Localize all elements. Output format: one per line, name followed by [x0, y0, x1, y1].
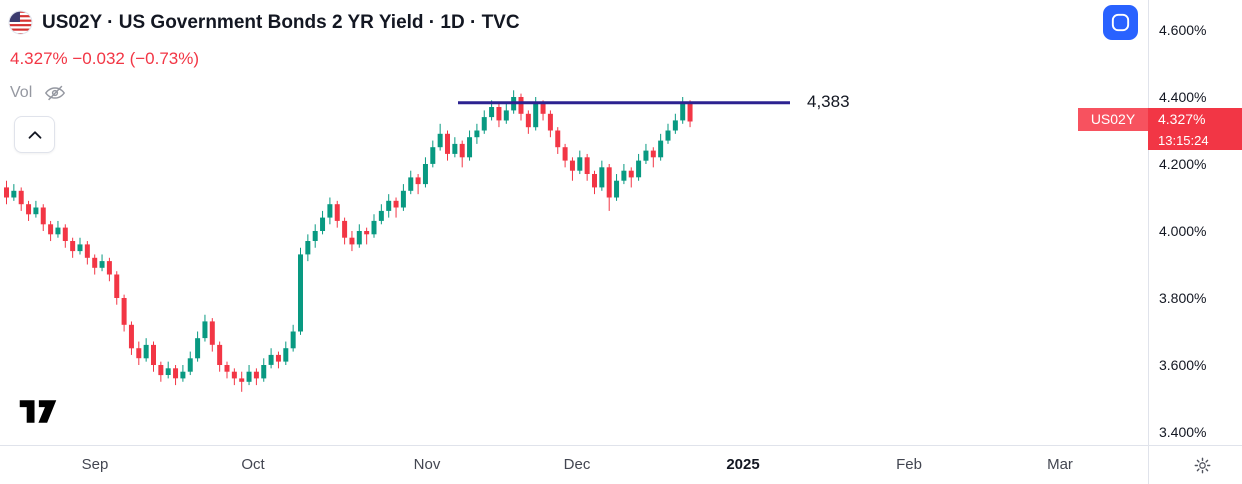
symbol-legend[interactable]: US02Y · US Government Bonds 2 YR Yield ·…	[8, 10, 520, 35]
price-tick: 4.200%	[1159, 156, 1207, 172]
last-price-badge: US02Y 4.327% 13:15:24	[1078, 108, 1242, 151]
badge-symbol: US02Y	[1078, 108, 1148, 132]
gear-icon[interactable]	[1193, 456, 1212, 475]
badge-price: 4.327%	[1148, 108, 1242, 132]
volume-label: Vol	[10, 84, 33, 101]
price-tick: 3.600%	[1159, 357, 1207, 373]
time-tick: Dec	[563, 456, 591, 473]
volume-indicator-row[interactable]: Vol	[10, 82, 66, 104]
time-tick: 2025	[726, 456, 760, 473]
tradingview-logo[interactable]	[18, 398, 58, 430]
candlesticks	[4, 90, 693, 392]
time-axis[interactable]: Sep Oct Nov Dec 2025 Feb Mar	[0, 445, 1148, 484]
price-tick: 3.800%	[1159, 290, 1207, 306]
price-tick: 4.600%	[1159, 22, 1207, 38]
price-tick: 4.400%	[1159, 89, 1207, 105]
time-tick: Mar	[1047, 456, 1073, 473]
rounded-square-icon	[1109, 11, 1132, 34]
chart-pane[interactable]	[0, 0, 1148, 445]
chevron-up-icon	[24, 124, 46, 146]
candlestick-chart[interactable]	[0, 0, 1148, 445]
snapshot-button[interactable]	[1103, 5, 1138, 40]
us-flag-icon	[8, 10, 33, 35]
time-tick: Oct	[241, 456, 265, 473]
eye-slash-icon[interactable]	[44, 82, 66, 104]
axis-settings-corner[interactable]	[1148, 445, 1242, 484]
symbol-title: US02Y · US Government Bonds 2 YR Yield ·…	[42, 11, 520, 33]
time-tick: Nov	[413, 456, 441, 473]
price-axis[interactable]: 4.600% 4.400% 4.200% 4.000% 3.800% 3.600% 3.40…	[1148, 0, 1242, 445]
collapse-panel-button[interactable]	[14, 116, 55, 153]
time-tick: Feb	[896, 456, 922, 473]
badge-countdown: 13:15:24	[1148, 131, 1242, 151]
time-tick: Sep	[81, 456, 109, 473]
quote-change-line: 4.327% −0.032 (−0.73%)	[10, 49, 200, 68]
price-tick: 4.000%	[1159, 223, 1207, 239]
drawing-level-label: 4,383	[807, 91, 850, 111]
price-tick: 3.400%	[1159, 424, 1207, 440]
